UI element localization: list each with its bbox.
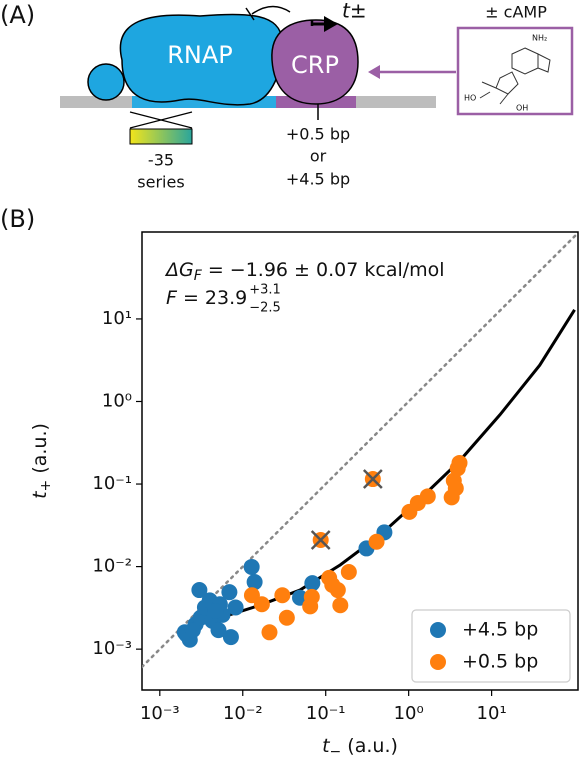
label-text: (a.u.)	[29, 423, 51, 480]
axis-label: t− (a.u.)	[322, 735, 398, 758]
data-point	[261, 624, 278, 641]
data-point	[340, 564, 357, 581]
repression-bar	[245, 7, 255, 21]
data-point	[243, 558, 260, 575]
rnap-label: RNAP	[167, 41, 233, 69]
axis-label: t+ (a.u.)	[29, 423, 55, 499]
x-tick-label: 10⁰	[394, 703, 424, 724]
y-tick-label: 10⁻³	[92, 638, 132, 659]
y-tick-label: 10⁰	[102, 390, 132, 411]
subscript: F	[194, 268, 203, 284]
label-text: (a.u.)	[341, 735, 398, 757]
data-point	[278, 609, 295, 626]
spacing-label: or	[310, 147, 327, 166]
subscript: +	[38, 480, 54, 492]
y-tick-label: 10¹	[102, 308, 132, 329]
identity-line	[142, 232, 578, 669]
spacing-label: +0.5 bp	[286, 125, 350, 144]
crp-label: CRP	[291, 51, 339, 79]
cross	[129, 111, 193, 129]
ligand-label: ± cAMP	[485, 3, 547, 22]
data-point	[419, 488, 436, 505]
data-point	[210, 622, 227, 639]
data-point	[227, 599, 244, 616]
data-point	[451, 454, 468, 471]
ligand-box	[456, 26, 574, 116]
legend-label: +4.5 bp	[462, 619, 538, 641]
data-point	[447, 480, 464, 497]
crp	[271, 19, 359, 105]
panel-label: (A)	[0, 1, 35, 29]
series-label: series	[137, 173, 184, 192]
annotation: ΔGF = −1.96 ± 0.07 kcal/mol	[164, 259, 445, 285]
data-point	[246, 574, 263, 591]
y-tick-label: 10⁻²	[92, 556, 132, 577]
repression-arc	[251, 5, 291, 15]
annotation-text: = −1.96 ± 0.07 kcal/mol	[202, 259, 445, 281]
data-point	[329, 582, 346, 599]
data-point	[332, 597, 349, 614]
data-point	[221, 584, 238, 601]
data-point	[274, 587, 291, 604]
data-point	[207, 602, 224, 619]
data-point	[191, 582, 208, 599]
plot-area	[142, 232, 578, 669]
symbol: t	[322, 735, 331, 757]
ligand-arrowhead	[368, 65, 380, 79]
x-tick-label: 10¹	[477, 703, 507, 724]
output-label: t±	[342, 0, 367, 23]
data-point	[184, 622, 201, 639]
legend-box	[411, 609, 571, 683]
superscript: +3.1	[249, 283, 281, 298]
x-tick-label: 10⁻¹	[306, 703, 346, 724]
legend-marker	[430, 654, 446, 670]
rnap-subunit	[87, 63, 125, 101]
legend-marker	[430, 622, 446, 638]
x-tick-label: 10⁻³	[140, 703, 180, 724]
structure-label: OH	[516, 104, 528, 113]
subscript: −	[330, 744, 342, 758]
panel-a: (A) RNAP CRP t± ± cAMP NH₂ HO OH	[0, 0, 574, 192]
excluded-mark	[310, 530, 331, 550]
y-tick-label: 10⁻¹	[92, 473, 132, 494]
data-point	[222, 629, 239, 646]
structure-label: NH₂	[532, 34, 547, 43]
series-bar	[129, 128, 193, 145]
data-point	[321, 569, 338, 586]
data-point	[368, 533, 385, 550]
panel-label: (B)	[0, 205, 35, 233]
subscript: −2.5	[249, 301, 281, 316]
annotation-text: = 23.9	[177, 287, 247, 309]
data-point	[253, 596, 270, 613]
excluded-mark	[362, 469, 383, 489]
data-point	[303, 588, 320, 605]
x-tick-label: 10⁻²	[223, 703, 263, 724]
spacing-label: +4.5 bp	[286, 170, 350, 189]
series-label: -35	[148, 151, 174, 170]
symbol: F	[166, 287, 178, 309]
structure-label: HO	[464, 94, 476, 103]
symbol: ΔG	[164, 259, 194, 281]
camp-structure	[479, 47, 551, 105]
tss-arrowhead	[324, 16, 338, 32]
annotation: F = 23.9	[166, 287, 247, 309]
plot-frame	[141, 231, 579, 691]
legend-label: +0.5 bp	[462, 651, 538, 673]
symbol: t	[29, 490, 51, 499]
data-point	[304, 575, 321, 592]
